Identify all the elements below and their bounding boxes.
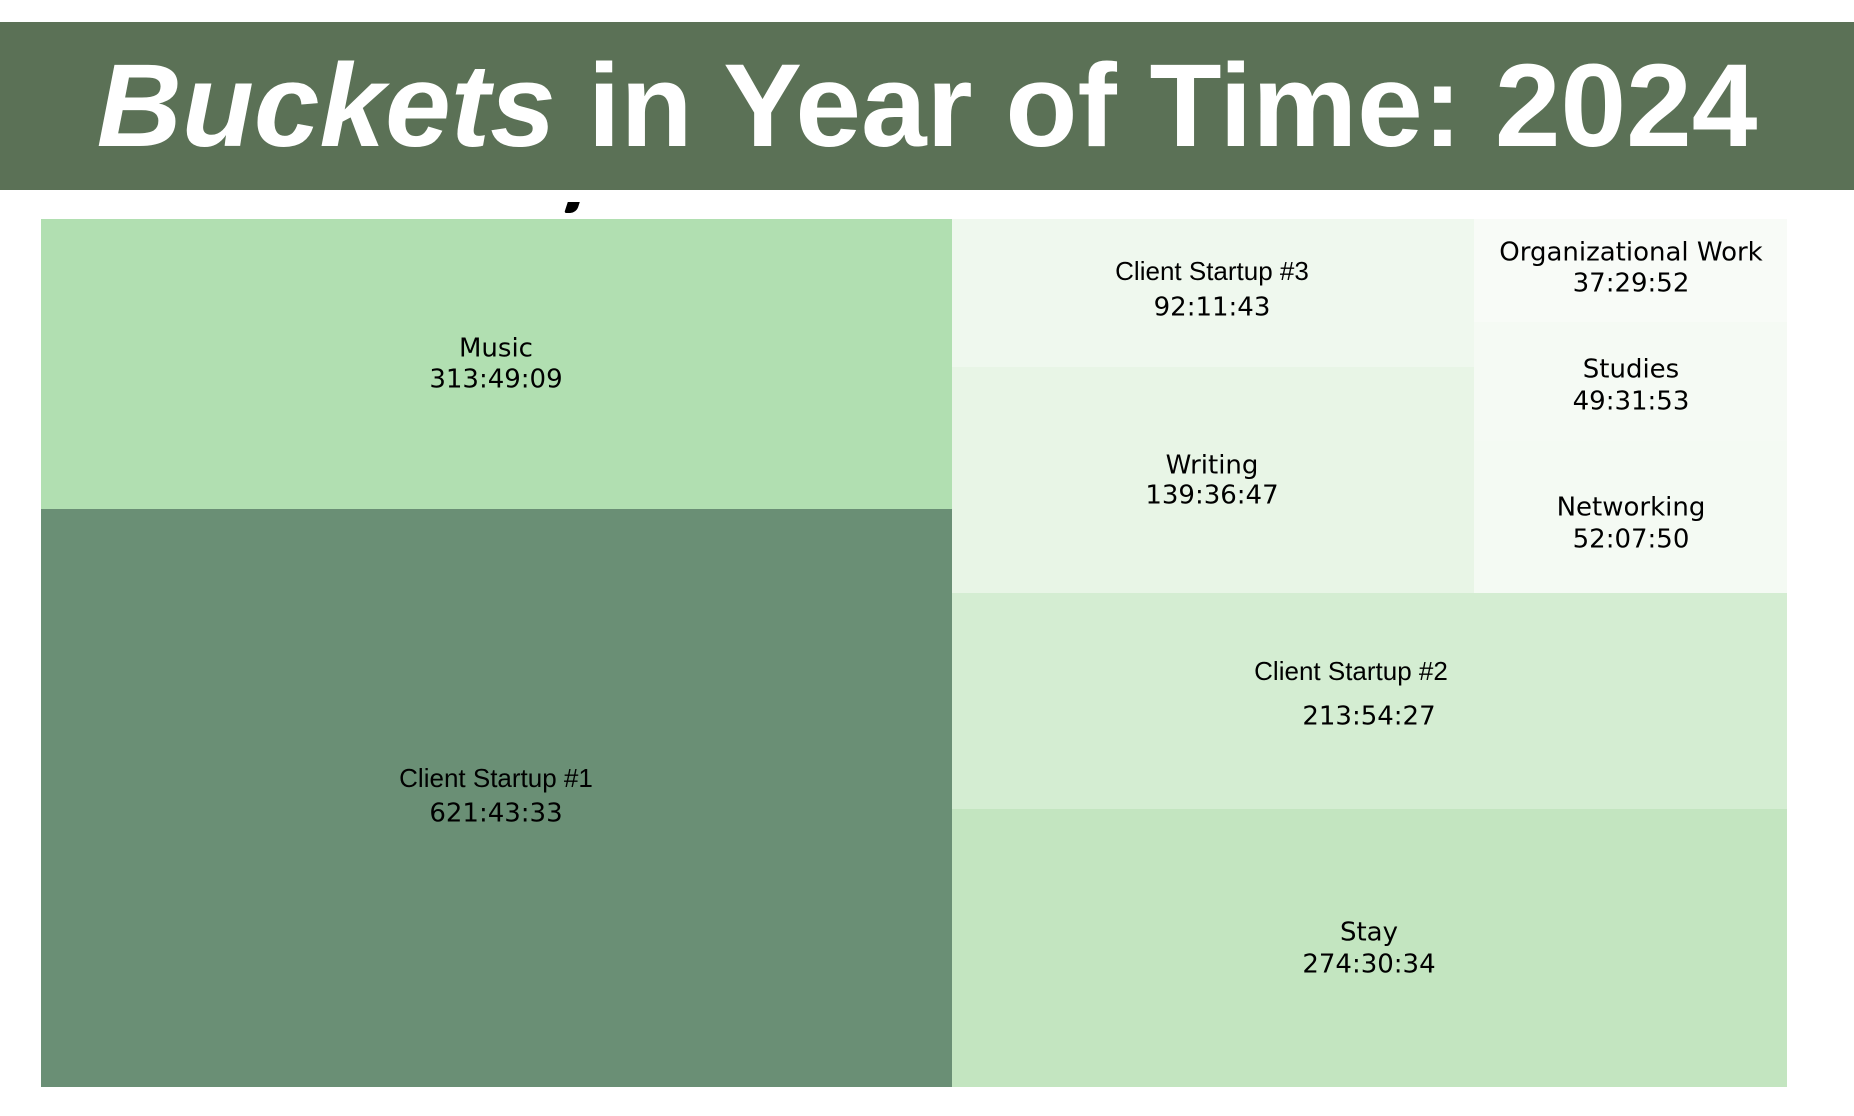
tile-label-organizational-work: Organizational Work [1499,238,1762,268]
tile-label-stay: Stay [1340,918,1398,948]
tile-rect-stay [952,809,1787,1087]
chart-title: Buckets in Year of Time: 2024 [0,22,1854,190]
tile-label-client-startup-1: Client Startup #1 [399,763,593,793]
tile-rect-client-startup-2 [952,593,1787,809]
chart-title-rest: in Year of Time: 2024 [587,40,1758,172]
tile-rect-studies [1474,322,1787,441]
treemap-tile-client-startup-3: Client Startup #3 92:11:43 [952,219,1474,367]
tile-value-music: 313:49:09 [429,365,562,395]
tile-label-music: Music [459,334,533,364]
tile-value-writing: 139:36:47 [1145,481,1278,511]
tile-rect-music [41,219,952,509]
tile-label-writing: Writing [1166,451,1259,481]
tile-label-networking: Networking [1557,493,1706,523]
tile-value-client-startup-1: 621:43:33 [429,799,562,829]
tile-value-studies: 49:31:53 [1573,387,1690,417]
tile-label-client-startup-2: Client Startup #2 [1254,656,1448,686]
tile-rect-client-startup-3 [952,219,1474,367]
tile-rect-organizational-work [1474,219,1787,322]
tile-value-stay: 274:30:34 [1302,950,1435,980]
tile-label-studies: Studies [1583,355,1679,385]
tile-rect-networking [1474,441,1787,593]
treemap-tile-client-startup-1: Client Startup #1 621:43:33 [41,509,952,1087]
tile-value-client-startup-2: 213:54:27 [1302,702,1435,732]
chart-title-emphasis: Buckets [96,40,556,172]
tile-rect-client-startup-1 [41,509,952,1087]
tile-value-networking: 52:07:50 [1573,525,1690,555]
treemap-tile-client-startup-2: Client Startup #2 213:54:27 [952,593,1787,809]
tile-value-client-startup-3: 92:11:43 [1154,293,1271,323]
tile-label-client-startup-3: Client Startup #3 [1115,256,1309,286]
title-banner: Buckets in Year of Time: 2024 [0,22,1854,190]
tile-rect-writing [952,367,1474,593]
tile-value-organizational-work: 37:29:52 [1573,269,1690,299]
